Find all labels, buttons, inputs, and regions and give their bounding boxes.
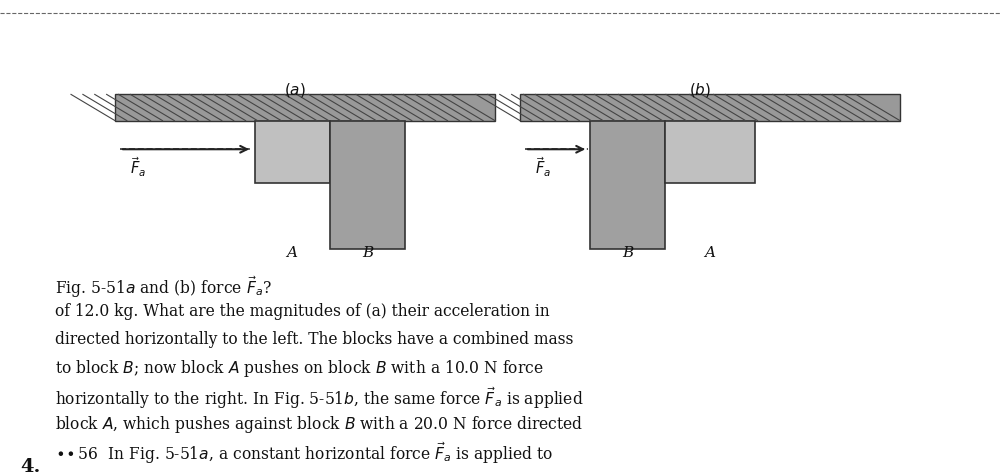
Bar xyxy=(665,121,755,183)
Bar xyxy=(520,95,900,121)
Text: directed horizontally to the left. The blocks have a combined mass: directed horizontally to the left. The b… xyxy=(55,330,573,347)
Text: 4.: 4. xyxy=(20,457,40,475)
Text: B: B xyxy=(362,246,374,259)
Text: B: B xyxy=(622,246,634,259)
Text: $\bullet\!\bullet$56  In Fig. 5-51$a$, a constant horizontal force $\vec{F}_a$ i: $\bullet\!\bullet$56 In Fig. 5-51$a$, a … xyxy=(55,440,553,466)
Bar xyxy=(330,121,405,250)
Text: $(a)$: $(a)$ xyxy=(284,81,306,99)
Text: block $A$, which pushes against block $B$ with a 20.0 N force directed: block $A$, which pushes against block $B… xyxy=(55,413,583,434)
Text: horizontally to the right. In Fig. 5-51$b$, the same force $\vec{F}_a$ is applie: horizontally to the right. In Fig. 5-51$… xyxy=(55,385,584,410)
Text: Fig. 5-51$a$ and (b) force $\vec{F}_a$?: Fig. 5-51$a$ and (b) force $\vec{F}_a$? xyxy=(55,275,272,300)
Text: $\vec{F}_a$: $\vec{F}_a$ xyxy=(130,155,146,178)
Text: A: A xyxy=(704,246,716,259)
Text: of 12.0 kg. What are the magnitudes of (a) their acceleration in: of 12.0 kg. What are the magnitudes of (… xyxy=(55,302,550,319)
Bar xyxy=(115,95,495,121)
Text: to block $B$; now block $A$ pushes on block $B$ with a 10.0 N force: to block $B$; now block $A$ pushes on bl… xyxy=(55,357,544,378)
Bar xyxy=(255,121,330,183)
Text: A: A xyxy=(287,246,298,259)
Text: $\vec{F}_a$: $\vec{F}_a$ xyxy=(535,155,551,178)
Text: $(b)$: $(b)$ xyxy=(689,81,711,99)
Bar xyxy=(590,121,665,250)
